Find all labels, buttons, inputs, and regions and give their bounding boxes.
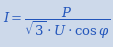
Text: $I = \dfrac{P}{\sqrt{3}\cdot U\cdot\cos\varphi}$: $I = \dfrac{P}{\sqrt{3}\cdot U\cdot\cos\… bbox=[3, 5, 110, 41]
